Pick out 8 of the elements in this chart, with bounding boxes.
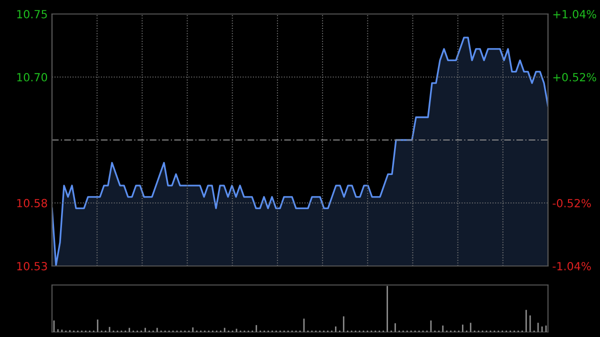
y2-tick-label: +0.52% <box>553 72 596 82</box>
y-tick-label: 10.53 <box>17 262 47 270</box>
y-tick-label: 10.75 <box>17 10 47 18</box>
y-tick-label: 10.58 <box>17 198 48 208</box>
y2-tick-label: -0.52% <box>552 198 591 208</box>
y-tick-label: 10.70 <box>17 73 48 82</box>
y2-tick-label: +1.04% <box>553 10 596 18</box>
y2-tick-label: -1.04% <box>552 262 591 270</box>
